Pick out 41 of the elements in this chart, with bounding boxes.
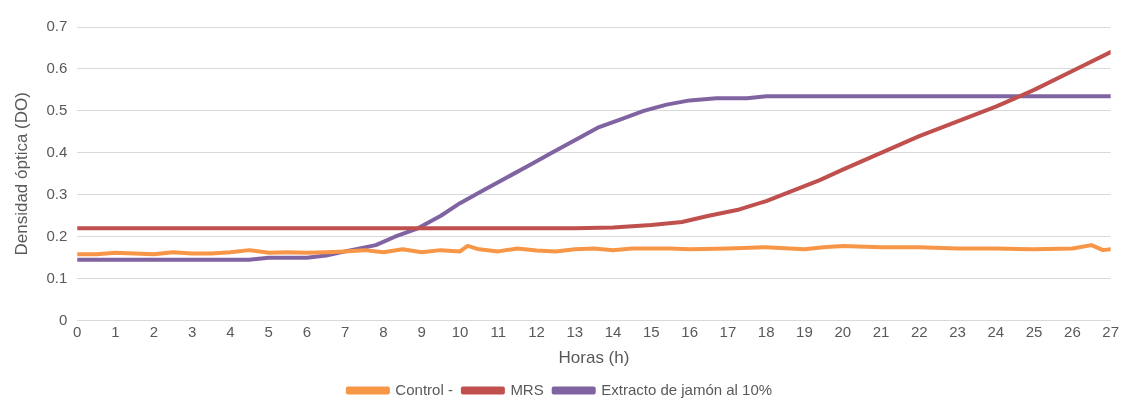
x-tick-label: 13 — [566, 322, 584, 340]
legend-label: Control - — [395, 380, 453, 398]
y-tick-label: 0.1 — [46, 268, 68, 286]
y-axis-title: Densidad óptica (DO) — [11, 92, 31, 256]
x-tick-label: 20 — [834, 322, 852, 340]
x-tick-label: 3 — [187, 322, 197, 340]
y-tick-label: 0.6 — [46, 59, 68, 77]
x-axis-title: Horas (h) — [558, 348, 630, 368]
y-tick-label: 0.7 — [46, 17, 68, 35]
x-tick-label: 19 — [796, 322, 813, 340]
x-tick-label: 15 — [643, 322, 660, 340]
legend-label: MRS — [510, 380, 544, 398]
y-tick-label: 0.2 — [46, 226, 68, 244]
x-tick-label: 24 — [987, 322, 1005, 340]
x-tick-label: 7 — [341, 322, 350, 340]
x-tick-label: 9 — [417, 322, 426, 340]
x-tick-label: 12 — [528, 322, 545, 340]
x-tick-label: 17 — [719, 322, 737, 340]
x-tick-label: 4 — [226, 322, 235, 340]
y-tick-label: 0.5 — [46, 101, 68, 119]
y-tick-label: 0.3 — [46, 184, 68, 202]
x-tick-label: 25 — [1025, 322, 1043, 340]
x-tick-label: 21 — [872, 322, 890, 340]
x-tick-label: 6 — [302, 322, 312, 340]
x-tick-label: 1 — [111, 322, 120, 340]
y-tick-label: 0 — [58, 310, 68, 328]
legend-label: Extracto de jamón al 10% — [601, 380, 773, 398]
x-tick-label: 14 — [604, 322, 622, 340]
x-tick-label: 5 — [264, 322, 273, 340]
x-tick-label: 8 — [379, 322, 388, 340]
x-tick-label: 10 — [451, 322, 469, 340]
y-tick-label: 0.4 — [46, 142, 68, 160]
x-tick-label: 11 — [490, 322, 507, 340]
x-tick-label: 18 — [757, 322, 775, 340]
x-tick-label: 23 — [949, 322, 966, 340]
x-tick-label: 27 — [1102, 322, 1119, 340]
x-tick-label: 22 — [910, 322, 928, 340]
x-tick-label: 2 — [149, 322, 158, 340]
x-tick-label: 0 — [73, 322, 82, 340]
x-tick-label: 26 — [1064, 322, 1081, 340]
x-tick-label: 16 — [681, 322, 698, 340]
